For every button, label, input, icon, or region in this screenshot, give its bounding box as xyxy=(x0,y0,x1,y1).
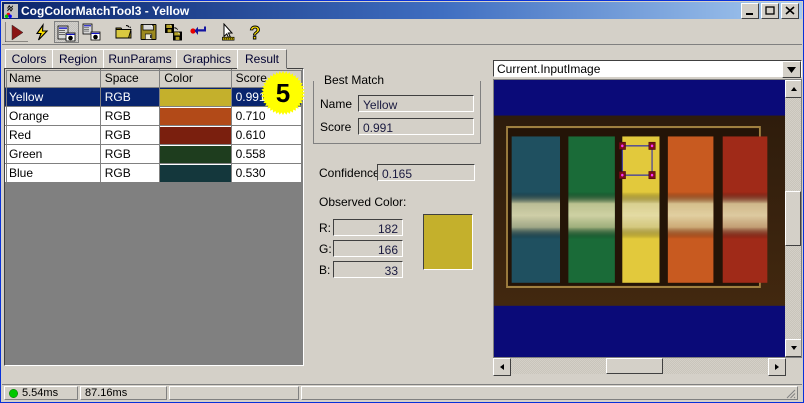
svg-text:?: ? xyxy=(249,23,260,42)
svg-text:5: 5 xyxy=(276,78,290,108)
